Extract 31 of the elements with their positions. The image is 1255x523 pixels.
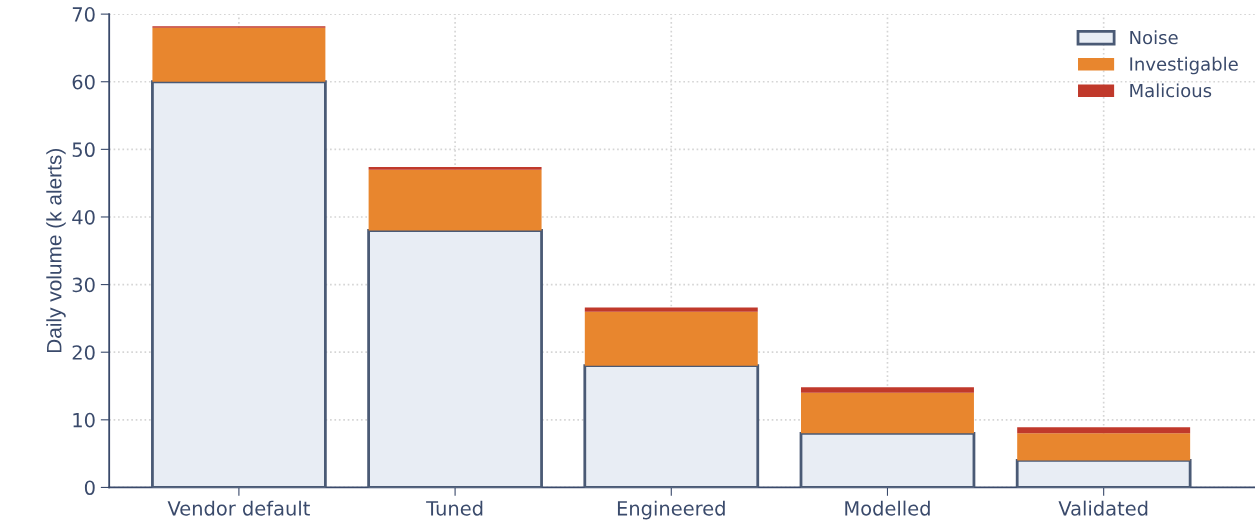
y-axis-title: Daily volume (k alerts): [46, 149, 66, 353]
legend-label: Noise: [1130, 30, 1178, 45]
legend-label: Investigable: [1130, 56, 1238, 75]
y-tick-label: 0: [84, 480, 95, 496]
bar: [801, 392, 974, 434]
bar: [583, 364, 760, 488]
y-tick-label: 50: [72, 142, 95, 158]
bar: [1017, 427, 1191, 434]
bar: [584, 307, 758, 312]
y-tick-label: 40: [72, 209, 95, 225]
x-tick-label: Tuned: [426, 500, 483, 516]
x-tick-label: Engineered: [617, 500, 725, 520]
bar: [368, 166, 542, 170]
bar: [368, 169, 542, 231]
y-tick-label: 70: [72, 7, 95, 22]
x-tick-label: Vendor default: [167, 500, 310, 516]
y-tick-label: 30: [72, 277, 95, 293]
bar: [801, 387, 974, 393]
x-tick-label: Modelled: [845, 500, 930, 516]
bar: [152, 27, 326, 82]
x-tick-label: Validated: [1058, 500, 1148, 516]
y-tick-label: 60: [72, 74, 95, 90]
y-tick-label: 20: [72, 345, 95, 360]
y-tick-label: 10: [73, 412, 95, 428]
bar: [584, 311, 758, 366]
bar: [367, 229, 543, 488]
bar: [1015, 459, 1192, 488]
bar: [151, 80, 327, 488]
bar: [1017, 433, 1191, 461]
legend-label: Malicious: [1130, 83, 1212, 98]
bar: [799, 431, 976, 488]
